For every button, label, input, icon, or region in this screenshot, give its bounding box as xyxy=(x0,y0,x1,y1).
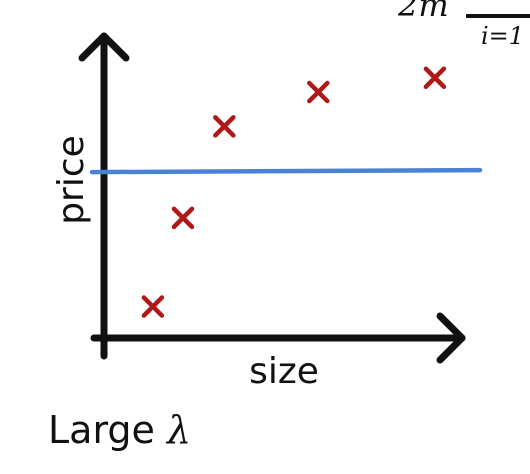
data-points xyxy=(141,66,447,318)
data-point-4 xyxy=(307,80,330,104)
formula-subscript: i=1 xyxy=(481,22,524,50)
data-point-5 xyxy=(423,66,447,89)
formula-main: 2m xyxy=(397,0,449,24)
axes xyxy=(78,32,466,364)
y-axis-arrowhead-icon xyxy=(78,32,130,62)
fit-line xyxy=(89,167,483,175)
data-point-1 xyxy=(141,295,165,318)
cross-mark-icon xyxy=(307,80,330,104)
cross-mark-icon xyxy=(171,206,195,230)
lambda-symbol: λ xyxy=(165,408,191,452)
data-point-3 xyxy=(213,115,236,138)
cross-mark-icon xyxy=(213,115,236,138)
data-point-2 xyxy=(171,206,195,230)
x-axis-label: size xyxy=(249,351,319,392)
formula-fragment: 2m i=1 xyxy=(397,0,530,50)
cross-mark-icon xyxy=(141,295,165,318)
caption-text: Large xyxy=(48,408,167,452)
caption: Large λ xyxy=(48,408,191,452)
x-axis-arrowhead-icon xyxy=(436,312,466,364)
y-axis-label: price xyxy=(51,135,92,225)
cross-mark-icon xyxy=(423,66,447,89)
summation-bar-icon xyxy=(466,14,530,18)
